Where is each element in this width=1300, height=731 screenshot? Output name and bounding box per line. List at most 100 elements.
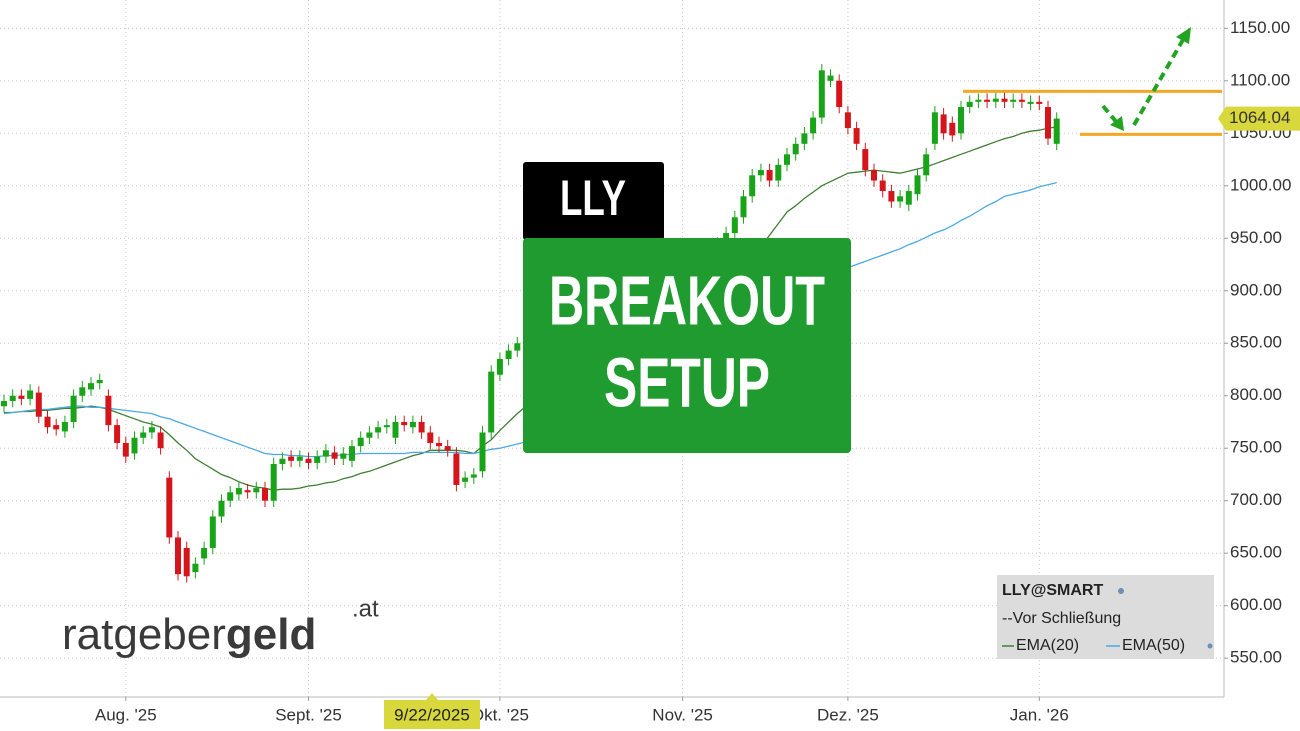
candle-body bbox=[931, 112, 938, 144]
candle-body bbox=[157, 432, 164, 449]
candle-body bbox=[409, 421, 416, 428]
candle-body bbox=[1018, 99, 1025, 102]
candle-body bbox=[427, 432, 434, 443]
candle-body bbox=[44, 416, 51, 428]
legend-title: LLY@SMART bbox=[1002, 582, 1103, 599]
legend-box bbox=[997, 575, 1214, 659]
candle-body bbox=[836, 80, 843, 108]
candle-body bbox=[818, 70, 825, 118]
candle-body bbox=[131, 437, 138, 454]
candle-body bbox=[340, 453, 347, 459]
candle-body bbox=[470, 474, 477, 478]
candle-body bbox=[810, 117, 817, 134]
candle-body bbox=[270, 463, 277, 501]
candle-body bbox=[122, 442, 129, 457]
candle-body bbox=[792, 143, 799, 155]
arrow-up bbox=[1132, 37, 1186, 126]
y-tick-label: 900.00 bbox=[1230, 280, 1282, 299]
candle-body bbox=[383, 425, 390, 428]
ticker-box bbox=[523, 162, 664, 240]
candle-body bbox=[844, 112, 851, 129]
headline-line-2: SETUP bbox=[604, 343, 770, 421]
candle-body bbox=[992, 98, 999, 102]
legend-label: EMA(20) bbox=[1016, 637, 1079, 654]
candle-body bbox=[79, 387, 86, 396]
candle-body bbox=[88, 383, 94, 390]
y-tick-label: 700.00 bbox=[1230, 490, 1282, 509]
logo-word: geld bbox=[226, 610, 316, 659]
headline-box bbox=[523, 238, 851, 453]
x-tick-label: Jan. '26 bbox=[1010, 705, 1069, 724]
candle-body bbox=[35, 392, 42, 417]
candle-body bbox=[923, 154, 930, 176]
candle-body bbox=[914, 175, 921, 195]
crosshair-box bbox=[384, 700, 480, 729]
y-tick-label: 600.00 bbox=[1230, 595, 1282, 614]
candle-body bbox=[314, 456, 321, 463]
y-tick-label: 800.00 bbox=[1230, 385, 1282, 404]
x-tick-label: Sept. '25 bbox=[275, 705, 342, 724]
y-tick-label: 550.00 bbox=[1230, 648, 1282, 667]
candle-body bbox=[288, 456, 295, 461]
candle-body bbox=[418, 421, 425, 433]
candle-body bbox=[296, 456, 303, 461]
y-tick-label: 1100.00 bbox=[1230, 70, 1290, 89]
candle-body bbox=[96, 379, 103, 384]
candle-body bbox=[949, 122, 956, 136]
candle-body bbox=[53, 425, 60, 430]
candle-body bbox=[244, 490, 251, 493]
candle-body bbox=[235, 488, 242, 495]
candle-body bbox=[436, 442, 442, 447]
arrow-head bbox=[1110, 116, 1124, 131]
candle-body bbox=[479, 432, 486, 472]
candle-body bbox=[731, 217, 738, 234]
candle-body bbox=[757, 170, 764, 176]
last-price-label: 1064.04 bbox=[1229, 108, 1290, 127]
candle-body bbox=[801, 133, 808, 144]
ticker: LLY bbox=[560, 170, 626, 226]
candle-body bbox=[105, 395, 112, 426]
candle-body bbox=[253, 488, 260, 493]
candle-body bbox=[1010, 99, 1017, 102]
candle-body bbox=[331, 452, 338, 459]
candle-body bbox=[966, 101, 973, 108]
candle-body bbox=[209, 516, 216, 548]
candle-body bbox=[192, 563, 199, 573]
y-tick-label: 750.00 bbox=[1230, 438, 1282, 457]
candle-body bbox=[227, 492, 234, 501]
logo-word: ratgeber bbox=[62, 610, 226, 659]
candle-body bbox=[958, 107, 964, 134]
candle-body bbox=[766, 170, 773, 181]
candle-body bbox=[148, 427, 155, 433]
y-tick-label: 1000.00 bbox=[1230, 175, 1291, 194]
logo: ratgebergeld bbox=[62, 610, 316, 659]
logo-suffix: .at bbox=[352, 595, 379, 622]
candle-body bbox=[940, 114, 947, 134]
candle-body bbox=[1027, 101, 1034, 104]
candle-body bbox=[488, 371, 495, 433]
x-tick-label: Aug. '25 bbox=[95, 705, 157, 724]
candle-body bbox=[70, 395, 77, 422]
candle-body bbox=[305, 458, 312, 463]
candle-body bbox=[349, 446, 355, 461]
candle-body bbox=[262, 488, 268, 501]
candle-body bbox=[897, 196, 904, 202]
candle-body bbox=[218, 500, 225, 517]
candle-body bbox=[496, 358, 503, 375]
candle-body bbox=[749, 175, 756, 197]
candle-body bbox=[322, 450, 329, 457]
headline-line-1: BREAKOUT bbox=[549, 261, 825, 339]
candle-body bbox=[375, 427, 382, 433]
legend-label: EMA(50) bbox=[1122, 637, 1185, 654]
candle-body bbox=[166, 477, 173, 538]
candle-body bbox=[1053, 118, 1060, 144]
candle-body bbox=[444, 446, 451, 451]
arrow-head bbox=[1176, 27, 1191, 44]
axes: 1150.001100.001050.001000.00950.00900.00… bbox=[95, 18, 1300, 724]
candle-body bbox=[140, 432, 147, 438]
y-tick-label: 1150.00 bbox=[1230, 18, 1290, 37]
candle-body bbox=[61, 421, 68, 432]
candle-body bbox=[114, 425, 121, 443]
candle-body bbox=[740, 196, 747, 218]
